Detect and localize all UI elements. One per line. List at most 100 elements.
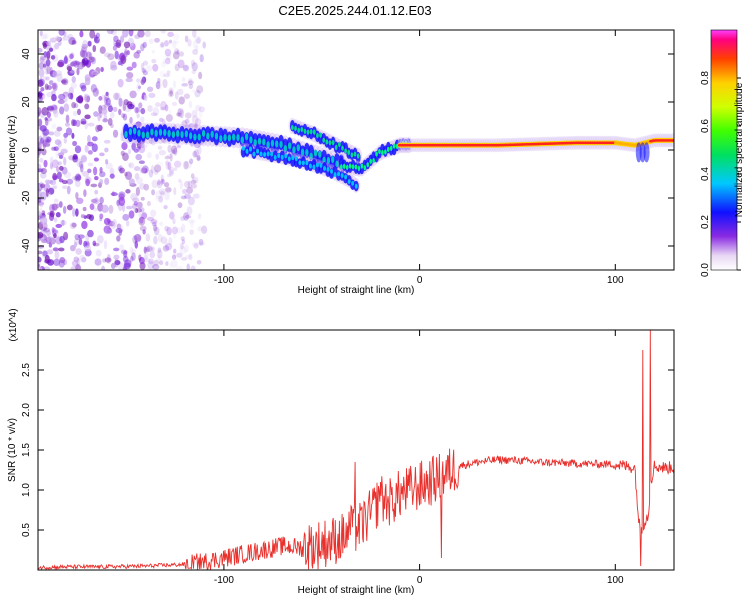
noise-blob — [58, 93, 66, 100]
noise-blob — [143, 183, 150, 191]
noise-blob — [140, 142, 145, 149]
spectral-core — [287, 142, 292, 150]
noise-blob — [66, 204, 73, 211]
noise-blob — [38, 182, 43, 192]
noise-blob — [100, 66, 104, 73]
noise-blob — [45, 44, 52, 51]
colorbar-label: Normalized spectral amplitude — [734, 82, 745, 217]
noise-blob — [76, 158, 83, 168]
noise-blob — [75, 173, 81, 182]
noise-blob — [148, 137, 153, 144]
noise-blob — [184, 160, 192, 169]
noise-blob — [202, 41, 206, 49]
noise-blob — [145, 64, 153, 72]
noise-blob — [167, 161, 172, 171]
noise-blob — [84, 144, 89, 153]
noise-blob — [63, 56, 69, 65]
noise-blob — [50, 182, 58, 188]
noise-blob — [38, 146, 42, 156]
colorbar: 0.0 0.2 0.4 0.6 0.8 Normalized spectral ampl… — [700, 29, 745, 277]
noise-blob — [136, 113, 140, 119]
noise-blob — [112, 106, 118, 113]
noise-blob — [181, 120, 188, 128]
noise-blob — [39, 207, 43, 216]
noise-blob — [140, 78, 145, 86]
noise-blob — [99, 213, 104, 220]
noise-blob — [51, 203, 58, 211]
noise-blob — [152, 107, 160, 116]
spectral-core — [330, 168, 334, 174]
noise-blob — [188, 253, 193, 261]
noise-blob — [52, 185, 58, 190]
noise-blob — [86, 95, 91, 103]
noise-blob — [46, 117, 53, 122]
spectral-core — [210, 130, 214, 138]
noise-blob — [52, 247, 59, 252]
noise-blob — [49, 210, 55, 218]
noise-blob — [69, 244, 76, 252]
noise-blob — [140, 167, 148, 174]
noise-blob — [64, 122, 70, 127]
noise-blob — [101, 94, 106, 102]
spectral-core — [345, 164, 349, 170]
noise-blob — [75, 248, 82, 255]
noise-blob — [138, 216, 146, 226]
spectral-core — [188, 132, 193, 140]
snr-y-ticks: 0.5 1.0 1.5 2.0 2.5 — [21, 363, 674, 537]
noise-blob — [45, 76, 50, 81]
spectral-core — [154, 129, 158, 137]
noise-blob — [98, 96, 103, 101]
noise-blob — [92, 240, 97, 247]
noise-blob — [139, 225, 147, 232]
spectrogram-x-label: Height of straight line (km) — [298, 285, 415, 296]
noise-blob — [132, 197, 140, 203]
noise-blob — [93, 157, 99, 162]
noise-blob — [123, 50, 128, 58]
spectral-core — [270, 139, 275, 147]
noise-blob — [157, 233, 163, 243]
colorbar-tick-label: 0.8 — [700, 71, 711, 85]
noise-blob — [164, 48, 172, 57]
noise-blob — [90, 83, 97, 93]
noise-blob — [143, 246, 147, 254]
noise-blob — [146, 266, 153, 270]
noise-blob — [93, 111, 99, 117]
spectral-core — [249, 146, 253, 152]
noise-blob — [153, 259, 159, 266]
spectral-core — [375, 151, 378, 157]
noise-blob — [73, 256, 80, 262]
noise-blob — [57, 247, 65, 252]
noise-blob — [75, 208, 79, 217]
snr-scale-label: (x10^4) — [8, 308, 19, 341]
noise-blob — [127, 103, 135, 110]
noise-blob — [76, 197, 84, 204]
y-tick-label: -40 — [21, 238, 32, 253]
spectral-core — [124, 131, 128, 138]
spectral-core — [350, 152, 354, 158]
noise-blob — [172, 40, 180, 45]
noise-blob — [194, 89, 201, 98]
noise-blob — [172, 51, 180, 60]
noise-blob — [186, 206, 193, 216]
noise-blob — [189, 158, 194, 165]
noise-blob — [182, 188, 188, 194]
noise-blob — [78, 160, 84, 169]
noise-blob — [94, 189, 99, 195]
spectral-core — [378, 148, 381, 155]
noise-blob — [40, 137, 45, 144]
spectral-core — [256, 148, 260, 154]
noise-blob — [160, 41, 165, 48]
spectral-core — [319, 132, 322, 138]
noise-blob — [52, 175, 59, 180]
spectral-core — [318, 150, 322, 158]
noise-blob — [70, 61, 76, 67]
noise-blob — [169, 209, 174, 215]
noise-blob — [141, 68, 146, 73]
noise-blob — [183, 160, 189, 170]
spectral-core — [322, 166, 326, 171]
noise-blob — [54, 35, 61, 42]
noise-blob — [38, 94, 43, 99]
noise-blob — [76, 108, 81, 116]
noise-blob — [44, 117, 49, 126]
noise-blob — [40, 75, 48, 82]
